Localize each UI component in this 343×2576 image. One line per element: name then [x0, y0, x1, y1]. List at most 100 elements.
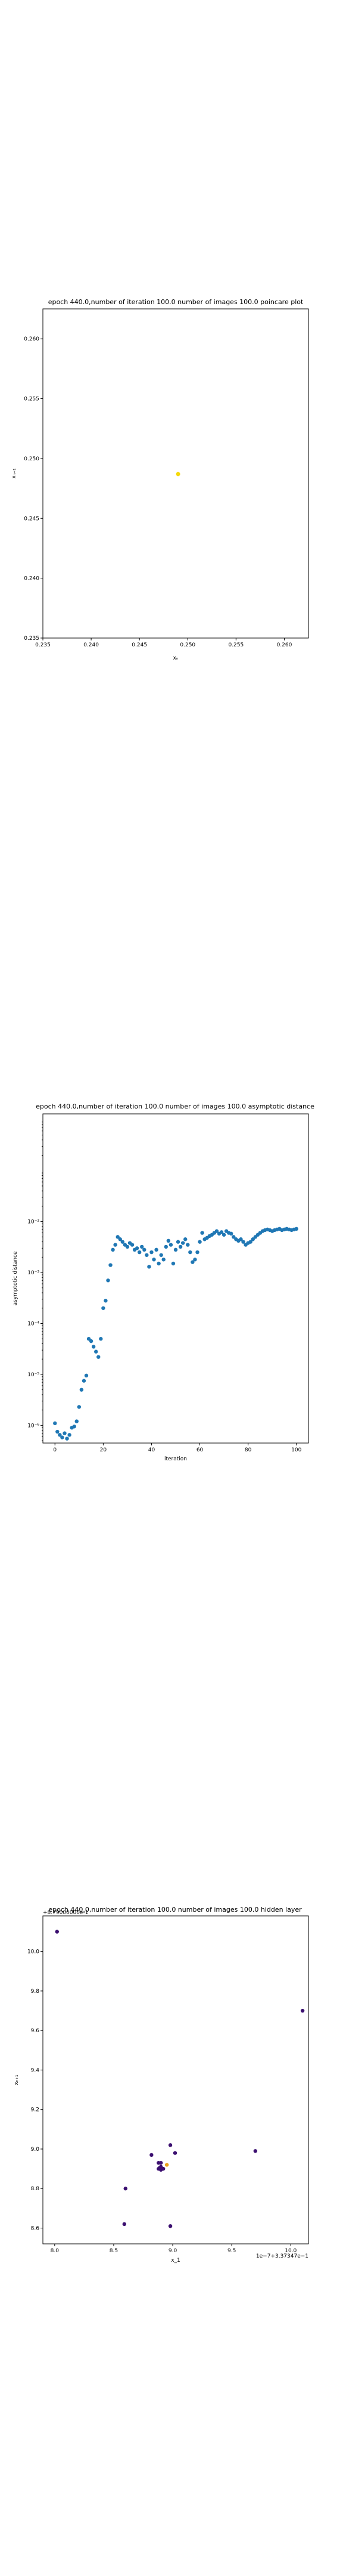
poincare-xtick-label: 0.250 [180, 642, 195, 648]
poincare-xtick-label: 0.245 [132, 642, 147, 648]
data-point [193, 1258, 197, 1262]
data-point [300, 2008, 305, 2013]
chart-title: epoch 440.0,number of iteration 100.0 nu… [36, 1103, 314, 1110]
y-axis-label: asymptotic distance [13, 1251, 18, 1305]
asym-ytick-label: 10⁻⁵ [27, 1372, 39, 1378]
data-point [120, 1240, 124, 1244]
hidden-xtick-label: 9.5 [227, 2248, 236, 2254]
poincare-ytick-label: 0.260 [24, 336, 39, 342]
data-point [219, 1230, 224, 1234]
data-point [53, 1421, 57, 1426]
data-point [116, 1235, 120, 1239]
hidden-ytick-label: 9.2 [31, 2107, 39, 2113]
hidden-ytick-label: 9.6 [31, 2028, 40, 2034]
hidden-ytick-label: 9.0 [31, 2147, 40, 2153]
data-point [91, 1345, 96, 1349]
data-point [108, 1263, 113, 1267]
data-point [198, 1240, 202, 1244]
data-point [104, 1299, 108, 1303]
data-point [74, 1419, 79, 1423]
poincare-plot-svg: epoch 440.0,number of iteration 100.0 nu… [11, 298, 309, 661]
hidden-layer-svg: epoch 440.0,number of iteration 100.0 nu… [14, 1906, 309, 2264]
y-axis-label: xₙ₊₁ [11, 468, 17, 479]
asym-xtick-label: 80 [245, 1447, 252, 1453]
hidden-xtick-label: 8.0 [51, 2248, 60, 2254]
x-axis-label: x_1 [171, 2258, 180, 2264]
data-point [176, 472, 180, 476]
hidden-xtick-label: 9.0 [169, 2248, 177, 2254]
data-point [113, 1243, 117, 1247]
asym-ytick-label: 10⁻³ [27, 1270, 39, 1276]
poincare-xtick-label: 0.235 [35, 642, 51, 648]
hidden-ytick-label: 8.8 [31, 2186, 40, 2192]
data-point [171, 1261, 176, 1266]
data-point [147, 1265, 151, 1269]
data-point [229, 1231, 233, 1236]
y-offset-label: +8.79000000e-1 [43, 1910, 88, 1916]
data-point [86, 1337, 91, 1341]
asym-ytick-label: 10⁻⁴ [27, 1321, 39, 1327]
data-point [191, 1260, 195, 1264]
data-point [180, 1241, 185, 1245]
plot-area [42, 1113, 309, 1444]
data-point [106, 1278, 110, 1283]
data-point [55, 1930, 59, 1934]
data-point [214, 1229, 219, 1233]
poincare-ytick-label: 0.245 [24, 516, 39, 522]
poincare-xtick-label: 0.240 [83, 642, 99, 648]
data-point [253, 2149, 257, 2153]
data-point [195, 1250, 199, 1255]
data-point [152, 1258, 156, 1262]
data-point [183, 1237, 188, 1241]
data-point [137, 1250, 142, 1255]
chart-asymptotic-distance: epoch 440.0,number of iteration 100.0 nu… [0, 1094, 343, 1476]
data-point [169, 1243, 173, 1247]
poincare-xtick-label: 0.260 [277, 642, 292, 648]
data-point [186, 1243, 190, 1247]
data-point [168, 2143, 173, 2147]
data-point [176, 1240, 180, 1244]
data-point [101, 1306, 105, 1310]
data-point [142, 1247, 146, 1252]
data-point [145, 1253, 149, 1257]
hidden-ytick-label: 8.6 [31, 2225, 40, 2231]
chart-title: epoch 440.0,number of iteration 100.0 nu… [48, 298, 304, 306]
data-point [164, 2163, 169, 2167]
data-point [96, 1355, 101, 1359]
plot-area [42, 1915, 309, 2244]
data-point [164, 1244, 168, 1249]
data-point [168, 2224, 173, 2228]
poincare-ytick-label: 0.235 [24, 636, 39, 642]
asym-ytick-label: 10⁻² [27, 1219, 39, 1225]
data-point [60, 1435, 64, 1439]
data-point [72, 1425, 76, 1429]
data-point [140, 1244, 144, 1249]
data-point [55, 1429, 60, 1434]
data-point [159, 2165, 163, 2169]
data-point [173, 2151, 177, 2155]
x-offset-label: 1e−7+3.37347e−1 [256, 2253, 308, 2259]
x-axis-label: xₙ [173, 655, 179, 661]
data-point [294, 1227, 298, 1231]
data-point [125, 1244, 130, 1249]
data-point [166, 1239, 171, 1243]
asym-xtick-label: 0 [53, 1447, 57, 1453]
data-point [149, 2153, 154, 2157]
data-point [159, 2160, 163, 2165]
poincare-xtick-label: 0.255 [228, 642, 244, 648]
data-point [157, 1261, 161, 1266]
data-point [241, 1240, 245, 1244]
chart-poincare: epoch 440.0,number of iteration 100.0 nu… [0, 280, 343, 674]
data-point [99, 1337, 103, 1341]
data-point [159, 1253, 163, 1257]
data-point [77, 1405, 82, 1409]
data-point [239, 1237, 243, 1241]
hidden-ytick-label: 9.8 [31, 1989, 40, 1995]
data-point [67, 1433, 71, 1437]
hidden-ytick-label: 9.4 [31, 2067, 40, 2073]
data-point [149, 1250, 154, 1255]
data-point [123, 2187, 127, 2191]
data-point [135, 1246, 139, 1250]
x-axis-label: iteration [164, 1456, 187, 1462]
asym-xtick-label: 100 [291, 1447, 301, 1453]
